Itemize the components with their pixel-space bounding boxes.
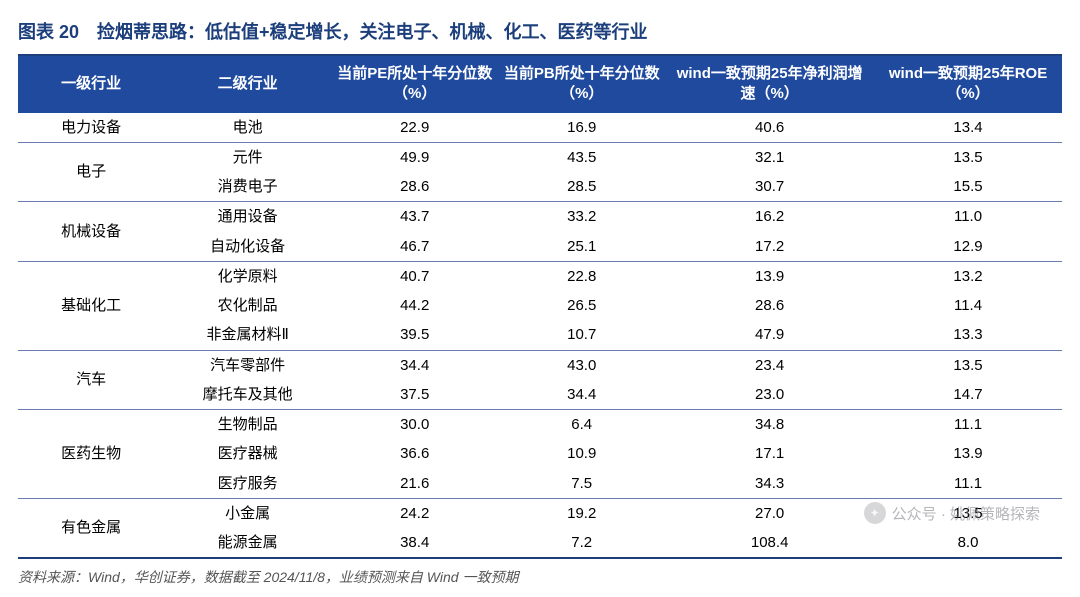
roe-cell: 13.9 — [874, 439, 1062, 468]
roe-cell: 13.5 — [874, 350, 1062, 380]
growth-cell: 17.1 — [665, 439, 874, 468]
lvl2-cell: 医疗器械 — [164, 439, 331, 468]
pb-cell: 26.5 — [498, 291, 665, 320]
pe-cell: 21.6 — [331, 469, 498, 499]
table-header: 一级行业 二级行业 当前PE所处十年分位数（%） 当前PB所处十年分位数（%） … — [18, 56, 1062, 113]
industry-table: 一级行业 二级行业 当前PE所处十年分位数（%） 当前PB所处十年分位数（%） … — [18, 56, 1062, 559]
lvl2-cell: 非金属材料Ⅱ — [164, 320, 331, 350]
pb-cell: 10.7 — [498, 320, 665, 350]
figure-title: 图表 20 捡烟蒂思路：低估值+稳定增长，关注电子、机械、化工、医药等行业 — [18, 10, 1062, 56]
pe-cell: 22.9 — [331, 113, 498, 143]
lvl2-cell: 元件 — [164, 142, 331, 172]
growth-cell: 34.8 — [665, 410, 874, 440]
lvl1-cell: 基础化工 — [18, 261, 164, 350]
pe-cell: 34.4 — [331, 350, 498, 380]
roe-cell: 14.7 — [874, 380, 1062, 410]
pb-cell: 34.4 — [498, 380, 665, 410]
growth-cell: 30.7 — [665, 172, 874, 202]
roe-cell: 13.5 — [874, 498, 1062, 528]
growth-cell: 23.0 — [665, 380, 874, 410]
pb-cell: 6.4 — [498, 410, 665, 440]
pb-cell: 7.5 — [498, 469, 665, 499]
lvl2-cell: 消费电子 — [164, 172, 331, 202]
growth-cell: 27.0 — [665, 498, 874, 528]
pb-cell: 28.5 — [498, 172, 665, 202]
lvl2-cell: 医疗服务 — [164, 469, 331, 499]
roe-cell: 11.4 — [874, 291, 1062, 320]
roe-cell: 11.1 — [874, 410, 1062, 440]
lvl2-cell: 能源金属 — [164, 528, 331, 558]
pb-cell: 25.1 — [498, 232, 665, 262]
roe-cell: 15.5 — [874, 172, 1062, 202]
lvl1-cell: 电子 — [18, 142, 164, 202]
roe-cell: 13.3 — [874, 320, 1062, 350]
lvl2-cell: 汽车零部件 — [164, 350, 331, 380]
col-roe: wind一致预期25年ROE（%） — [874, 56, 1062, 113]
lvl1-cell: 有色金属 — [18, 498, 164, 558]
col-lvl1: 一级行业 — [18, 56, 164, 113]
pe-cell: 46.7 — [331, 232, 498, 262]
lvl2-cell: 化学原料 — [164, 261, 331, 291]
lvl2-cell: 电池 — [164, 113, 331, 143]
lvl2-cell: 通用设备 — [164, 202, 331, 232]
lvl2-cell: 摩托车及其他 — [164, 380, 331, 410]
pb-cell: 7.2 — [498, 528, 665, 558]
lvl1-cell: 电力设备 — [18, 113, 164, 143]
col-pe: 当前PE所处十年分位数（%） — [331, 56, 498, 113]
pe-cell: 36.6 — [331, 439, 498, 468]
pe-cell: 30.0 — [331, 410, 498, 440]
table-body: 电力设备电池22.916.940.613.4电子元件49.943.532.113… — [18, 113, 1062, 559]
lvl2-cell: 农化制品 — [164, 291, 331, 320]
growth-cell: 47.9 — [665, 320, 874, 350]
growth-cell: 17.2 — [665, 232, 874, 262]
lvl2-cell: 小金属 — [164, 498, 331, 528]
roe-cell: 11.0 — [874, 202, 1062, 232]
growth-cell: 32.1 — [665, 142, 874, 172]
col-lvl2: 二级行业 — [164, 56, 331, 113]
pe-cell: 43.7 — [331, 202, 498, 232]
roe-cell: 12.9 — [874, 232, 1062, 262]
roe-cell: 11.1 — [874, 469, 1062, 499]
pb-cell: 16.9 — [498, 113, 665, 143]
growth-cell: 40.6 — [665, 113, 874, 143]
growth-cell: 28.6 — [665, 291, 874, 320]
pb-cell: 19.2 — [498, 498, 665, 528]
pe-cell: 38.4 — [331, 528, 498, 558]
pe-cell: 39.5 — [331, 320, 498, 350]
pe-cell: 40.7 — [331, 261, 498, 291]
growth-cell: 13.9 — [665, 261, 874, 291]
roe-cell: 13.4 — [874, 113, 1062, 143]
growth-cell: 34.3 — [665, 469, 874, 499]
pe-cell: 28.6 — [331, 172, 498, 202]
growth-cell: 16.2 — [665, 202, 874, 232]
roe-cell: 13.5 — [874, 142, 1062, 172]
roe-cell: 8.0 — [874, 528, 1062, 558]
lvl2-cell: 自动化设备 — [164, 232, 331, 262]
lvl1-cell: 汽车 — [18, 350, 164, 410]
pb-cell: 33.2 — [498, 202, 665, 232]
col-growth: wind一致预期25年净利润增速（%） — [665, 56, 874, 113]
growth-cell: 23.4 — [665, 350, 874, 380]
pb-cell: 22.8 — [498, 261, 665, 291]
lvl1-cell: 机械设备 — [18, 202, 164, 262]
growth-cell: 108.4 — [665, 528, 874, 558]
pb-cell: 43.0 — [498, 350, 665, 380]
pe-cell: 49.9 — [331, 142, 498, 172]
lvl2-cell: 生物制品 — [164, 410, 331, 440]
pe-cell: 44.2 — [331, 291, 498, 320]
pe-cell: 37.5 — [331, 380, 498, 410]
figure-container: 图表 20 捡烟蒂思路：低估值+稳定增长，关注电子、机械、化工、医药等行业 一级… — [0, 0, 1080, 597]
pb-cell: 10.9 — [498, 439, 665, 468]
roe-cell: 13.2 — [874, 261, 1062, 291]
pb-cell: 43.5 — [498, 142, 665, 172]
pe-cell: 24.2 — [331, 498, 498, 528]
lvl1-cell: 医药生物 — [18, 410, 164, 499]
col-pb: 当前PB所处十年分位数（%） — [498, 56, 665, 113]
source-note: 资料来源：Wind，华创证券，数据截至 2024/11/8，业绩预测来自 Win… — [18, 559, 1062, 587]
